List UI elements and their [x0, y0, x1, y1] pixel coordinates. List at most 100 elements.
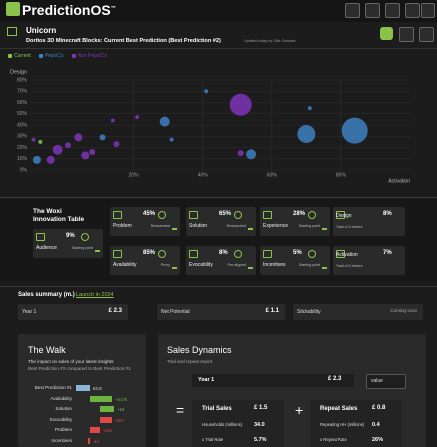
summary-value: Coming soon — [390, 308, 417, 313]
theme-button[interactable] — [365, 3, 380, 18]
walk-label: Incentives — [51, 437, 72, 443]
card-value: 8% — [219, 250, 228, 256]
block-value: £ 0.8 — [372, 405, 386, 411]
card-icon — [189, 211, 198, 219]
card-label: Audience — [36, 245, 57, 251]
y-tick-label: 30% — [17, 134, 28, 140]
legend-item[interactable]: PepsiCo — [38, 53, 64, 59]
value-select[interactable] — [366, 374, 406, 389]
card-status: Starting point — [298, 224, 320, 228]
innovation-section: The Woxi Innovation Table Audience 9% Start… — [0, 199, 437, 281]
bubble — [38, 139, 43, 144]
legend: Current PepsiCo Non PepsiCo — [8, 53, 107, 59]
expand-button[interactable] — [419, 27, 434, 42]
card-bars — [322, 223, 327, 230]
bubble — [52, 144, 63, 155]
card-badge — [158, 250, 166, 258]
card-status: Proxy — [160, 263, 170, 267]
card-status: Pre-aligned — [227, 263, 246, 267]
bubble — [110, 118, 115, 123]
walk-bar — [90, 427, 100, 433]
innovation-title: The Woxi Innovation Table — [33, 208, 85, 223]
logo-icon — [6, 2, 20, 16]
walk-label: Best Prediction #1 — [34, 385, 72, 390]
block-title: Repeat Sales — [320, 406, 358, 412]
walk-label: Availability — [50, 395, 72, 401]
x-tick-label: 60% — [267, 172, 278, 178]
bubble — [113, 141, 120, 148]
walk-label: Evocability — [50, 416, 72, 422]
block-row-value: 5.7% — [254, 437, 267, 443]
bubble — [135, 115, 140, 120]
bubble — [237, 150, 244, 157]
walk-value: -£1 — [93, 438, 100, 444]
block-row-value: 0.4 — [372, 422, 380, 428]
top-bar — [0, 0, 437, 22]
block-title: Trial Sales — [202, 406, 232, 412]
launch-link[interactable]: Launch in 2024 — [76, 292, 114, 298]
y-tick-label: 50% — [17, 111, 28, 117]
legend-swatch — [71, 54, 76, 58]
sales-summary-title: Sales summary (m.) — [18, 292, 75, 298]
edit-button[interactable] — [380, 27, 393, 40]
card-value: 9% — [66, 233, 75, 239]
card-label: Incentives — [263, 262, 286, 268]
legend-item[interactable]: Non PepsiCo — [71, 53, 108, 59]
x-axis-label: Activation — [388, 178, 410, 184]
walk-title: The Walk — [28, 345, 66, 355]
card-badge — [81, 233, 89, 241]
card-icon — [189, 250, 198, 258]
y-tick-label: 40% — [17, 122, 28, 128]
x-tick-label: 80% — [336, 172, 347, 178]
card — [333, 207, 405, 236]
card-label: Design — [336, 213, 352, 219]
account-button[interactable] — [421, 3, 435, 18]
block-row-value: 34.0 — [254, 422, 265, 428]
bubble — [159, 116, 170, 127]
card-status: Starting point — [298, 263, 320, 267]
block-row-label: Repeating HH (millions) — [320, 422, 365, 427]
bubble — [246, 149, 257, 160]
x-tick-label: 40% — [198, 172, 209, 178]
bubble — [32, 155, 41, 164]
card-label: Evocability — [189, 262, 213, 268]
bubble — [297, 125, 316, 143]
summary-card — [157, 304, 285, 320]
card-value: 65% — [219, 211, 232, 217]
card-label: Problem — [113, 223, 132, 229]
walk-bar — [76, 385, 90, 391]
home-icon[interactable] — [7, 27, 17, 36]
summary-label: Net Potential — [161, 309, 190, 315]
walk-compare: Best Prediction #2 compared to Best Pred… — [28, 366, 131, 371]
chart: Design Activation 0% 10% 20% 30% 40% 50% 60% 70% 8… — [10, 69, 410, 184]
walk-bar — [100, 416, 112, 423]
card-bars — [95, 245, 100, 252]
y-tick-label: 0% — [20, 167, 28, 173]
card-label: Availability — [113, 262, 137, 268]
card-bars — [322, 262, 327, 269]
card-badge — [234, 211, 242, 219]
card-bars — [172, 223, 177, 230]
walk-bar — [88, 437, 90, 444]
card-badge — [158, 211, 166, 219]
mode-button[interactable] — [399, 27, 414, 42]
help-button[interactable] — [345, 3, 360, 18]
legend-label: PepsiCo — [44, 53, 64, 59]
notifications-button[interactable] — [405, 3, 420, 18]
walk-value: £0.8 — [93, 386, 102, 391]
bubble — [204, 89, 209, 94]
card-value: 85% — [143, 250, 156, 256]
legend-label: Non PepsiCo — [77, 53, 108, 59]
summary-label: Year 1 — [22, 309, 37, 315]
bubble — [99, 134, 106, 141]
bubble — [46, 155, 55, 164]
legend-item[interactable]: Current — [8, 53, 31, 59]
settings-button[interactable] — [385, 3, 400, 18]
trademark: ™ — [110, 5, 116, 12]
bubble — [89, 149, 96, 155]
y-tick-label: 80% — [17, 77, 28, 83]
y-axis-label: Design — [10, 69, 27, 75]
walk-label: Problem — [54, 427, 72, 432]
y-tick-label: 10% — [17, 156, 28, 162]
